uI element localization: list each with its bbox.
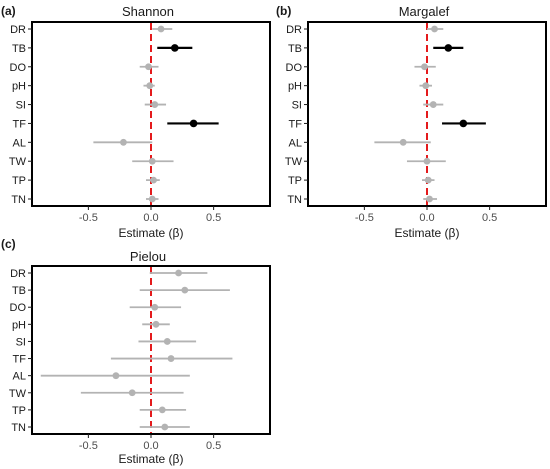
y-tick-label: TP [12,405,26,417]
estimate-point [157,25,165,33]
y-tick-label: DO [286,62,303,74]
y-tick-label: TW [9,156,27,168]
y-tick-label: TB [12,43,26,55]
estimate-point [148,157,156,165]
x-tick-label: -0.5 [355,212,374,224]
y-tick-label: TP [12,175,26,187]
y-tick-label: TP [288,175,302,187]
estimate-point [423,157,431,165]
panel-label: (c) [1,237,16,251]
y-tick-label: TW [9,388,27,400]
panel-title: Margalef [399,4,450,19]
estimate-point [175,269,182,277]
y-tick-label: SI [16,100,26,112]
estimate-point [422,82,430,90]
plot-area: -0.5 0.0 0.5 DR TB DO pH SI TF AL TW TP TN [9,265,271,452]
y-tick-label: DR [10,268,26,280]
estimate-point [120,138,127,146]
y-tick-label: DR [10,24,26,36]
plot-area: -0.5 0.0 0.5 DR TB DO pH SI TF AL TW TP TN [285,21,547,224]
estimate-point [189,119,198,128]
estimate-point [112,372,120,380]
y-tick-label: DR [286,24,302,36]
y-tick-label: pH [288,81,302,93]
x-tick-label: 0.0 [143,440,158,452]
x-tick-label: -0.5 [79,212,98,224]
y-tick-label: SI [16,336,26,348]
plot-area: -0.5 0.0 0.5 DR TB DO pH SI TF AL TW TP TN [9,21,271,224]
estimate-point [459,119,468,128]
y-tick-label: AL [13,137,26,149]
estimate-point [181,286,189,294]
x-axis-label: Estimate (β) [395,226,460,240]
y-tick-label: TB [288,43,302,55]
estimate-point [444,44,453,52]
panel-label: (b) [276,4,291,18]
x-axis-label: Estimate (β) [119,226,184,240]
y-tick-label: TN [287,194,302,206]
x-tick-label: 0.0 [419,212,434,224]
x-tick-label: -0.5 [79,440,98,452]
estimate-point [128,389,136,397]
estimate-point [429,101,437,108]
y-tick-label: TB [12,285,26,297]
y-tick-label: pH [12,81,26,93]
x-tick-label: 0.5 [482,212,497,224]
x-tick-label: 0.0 [143,212,158,224]
y-tick-label: TN [11,194,26,206]
panel-title: Shannon [122,4,174,19]
estimate-point [426,195,433,203]
y-tick-label: TW [285,156,303,168]
y-tick-label: pH [12,319,26,331]
y-tick-label: TF [13,354,27,366]
estimate-point [150,176,157,184]
y-tick-label: DO [10,62,27,74]
estimate-point [148,195,156,203]
y-tick-label: AL [289,137,302,149]
estimate-point [431,25,438,33]
estimate-point [399,138,407,146]
panel-shannon: (a) Shannon -0.5 0.0 0.5 DR TB DO pH SI TF AL TW TP… [1,4,271,240]
panel-label: (a) [1,4,16,18]
y-tick-label: TF [289,118,303,130]
y-tick-label: AL [13,371,26,383]
x-tick-label: 0.5 [206,440,221,452]
estimate-point [161,423,169,431]
estimate-point [152,320,160,328]
panel-title: Pielou [130,249,166,264]
estimate-point [158,406,166,414]
y-tick-label: TF [13,118,27,130]
x-axis-label: Estimate (β) [119,452,184,466]
estimate-point [145,63,152,71]
x-tick-label: 0.5 [206,212,221,224]
panel-margalef: (b) Margalef -0.5 0.0 0.5 DR TB DO pH SI TF AL TW T… [276,4,547,240]
estimate-point [151,101,159,108]
estimate-point [424,176,432,184]
estimate-point [167,355,175,362]
y-tick-label: DO [10,302,27,314]
panel-pielou: (c) Pielou -0.5 0.0 0.5 DR TB DO pH SI TF AL TW TP T… [1,237,271,466]
estimate-point [171,44,179,52]
estimate-point [163,338,171,345]
y-tick-label: TN [11,422,26,434]
y-tick-label: SI [292,100,302,112]
estimate-point [146,82,154,90]
estimate-point [421,63,428,71]
estimate-point [151,303,159,311]
